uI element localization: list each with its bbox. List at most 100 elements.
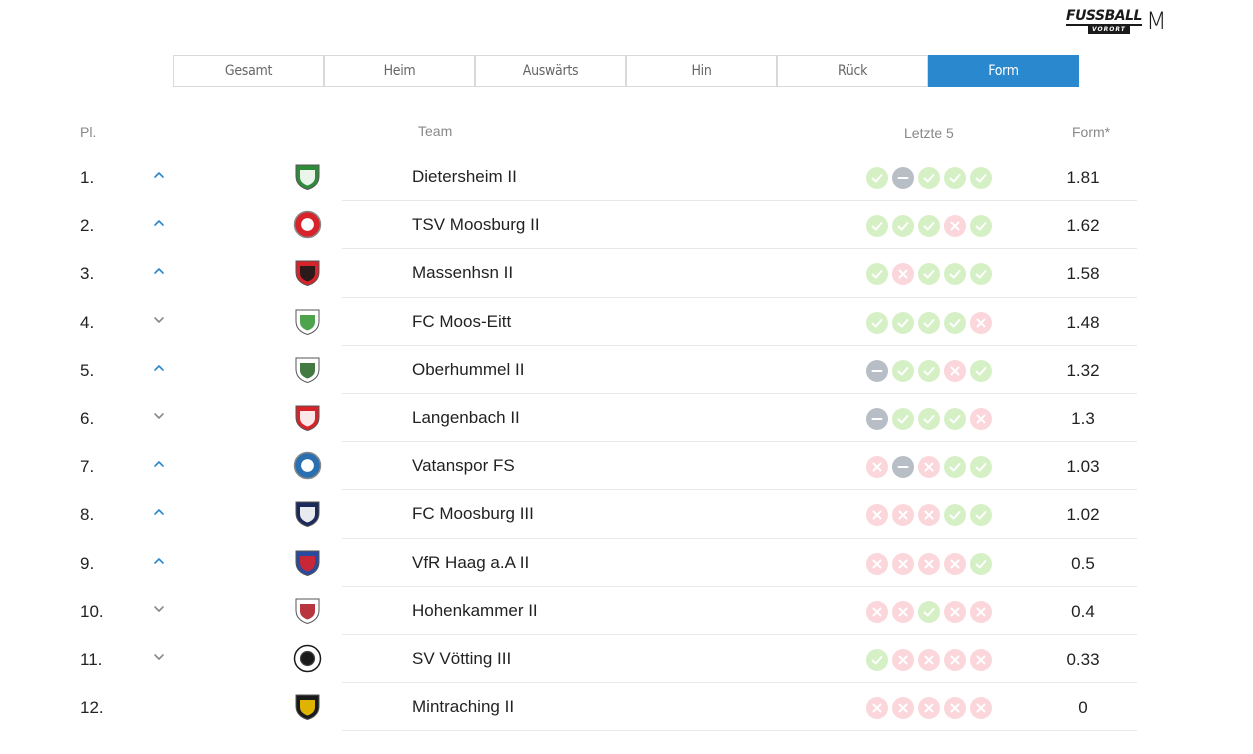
row-divider xyxy=(342,296,1137,298)
team-name[interactable]: Dietersheim II xyxy=(412,167,517,186)
win-check-icon xyxy=(944,311,966,334)
rank-cell: 9. xyxy=(80,553,95,573)
last-five-results xyxy=(866,648,996,671)
standings-table: 1. Dietersheim II 1.81 2. TSV Moosburg II 1.6… xyxy=(0,153,1253,732)
tab-hin[interactable]: Hin xyxy=(626,55,777,87)
loss-x-icon xyxy=(918,456,940,479)
draw-dash-icon xyxy=(866,407,888,430)
loss-x-icon xyxy=(970,311,992,334)
team-name[interactable]: Hohenkammer II xyxy=(412,600,538,620)
team-crest-icon xyxy=(293,210,322,239)
tab-rueck[interactable]: Rück xyxy=(777,55,928,87)
team-crest-icon xyxy=(293,162,322,191)
loss-x-icon xyxy=(866,697,888,720)
team-name[interactable]: Langenbach II xyxy=(412,407,520,427)
rank-cell: 10. xyxy=(80,601,104,621)
team-crest-icon xyxy=(293,403,322,432)
logo-main-text: FUSSBALL xyxy=(1066,8,1142,26)
form-value: 0.33 xyxy=(1066,649,1100,669)
win-check-icon xyxy=(892,359,914,382)
trend-down-icon xyxy=(151,408,167,424)
win-check-icon xyxy=(970,215,992,238)
team-name[interactable]: Massenhsn II xyxy=(412,263,514,283)
trend-none-icon xyxy=(151,697,167,713)
team-name[interactable]: Oberhummel II xyxy=(412,359,525,379)
trend-up-icon xyxy=(151,553,167,569)
table-row[interactable]: 1. Dietersheim II 1.81 xyxy=(0,153,1253,202)
row-divider xyxy=(342,489,1137,491)
team-name[interactable]: FC Moosburg III xyxy=(412,504,534,524)
loss-x-icon xyxy=(970,407,992,430)
rank-cell: 8. xyxy=(80,505,95,525)
table-row[interactable]: 2. TSV Moosburg II 1.62 xyxy=(0,201,1253,250)
win-check-icon xyxy=(892,407,914,430)
trend-up-icon xyxy=(151,263,167,279)
row-divider xyxy=(342,344,1137,346)
tab-auswaerts[interactable]: Auswärts xyxy=(475,55,626,87)
form-value: 1.32 xyxy=(1066,360,1100,380)
rank-cell: 6. xyxy=(80,408,95,428)
table-row[interactable]: 4. FC Moos-Eitt 1.48 xyxy=(0,298,1253,346)
last-five-results xyxy=(866,697,996,720)
rank-cell: 5. xyxy=(80,360,95,380)
table-row[interactable]: 6. Langenbach II 1.3 xyxy=(0,394,1253,443)
win-check-icon xyxy=(892,215,914,238)
win-check-icon xyxy=(918,311,940,334)
table-row[interactable]: 7. Vatanspor FS 1.03 xyxy=(0,442,1253,491)
table-row[interactable]: 11. SV Vötting III 0.33 xyxy=(0,635,1253,684)
column-header-form[interactable]: Form* xyxy=(1072,124,1111,140)
win-check-icon xyxy=(970,359,992,382)
form-value: 0.4 xyxy=(1071,601,1095,621)
row-divider xyxy=(342,730,1137,732)
win-check-icon xyxy=(944,456,966,479)
loss-x-icon xyxy=(944,600,966,623)
win-check-icon xyxy=(866,311,888,334)
form-value: 1.62 xyxy=(1066,216,1100,236)
table-row[interactable]: 10. Hohenkammer II 0.4 xyxy=(0,587,1253,635)
column-header-place: Pl. xyxy=(80,124,97,140)
team-name[interactable]: Mintraching II xyxy=(412,697,515,717)
row-divider xyxy=(342,392,1137,394)
column-header-team: Team xyxy=(418,123,453,139)
form-value: 0.5 xyxy=(1071,553,1095,573)
tab-heim[interactable]: Heim xyxy=(324,55,475,87)
team-crest-icon xyxy=(293,307,322,336)
row-divider xyxy=(342,585,1137,587)
last-five-results xyxy=(866,456,996,479)
rank-cell: 4. xyxy=(80,312,95,332)
table-row[interactable]: 12. Mintraching II 0 xyxy=(0,683,1253,732)
table-row[interactable]: 3. Massenhsn II 1.58 xyxy=(0,249,1253,298)
rank-cell: 2. xyxy=(80,216,95,236)
tab-form[interactable]: Form xyxy=(928,55,1079,87)
trend-down-icon xyxy=(151,312,167,328)
form-value: 1.3 xyxy=(1071,408,1095,428)
form-value: 1.48 xyxy=(1066,312,1100,332)
last-five-results xyxy=(866,552,996,575)
last-five-results xyxy=(866,600,996,623)
tab-gesamt[interactable]: Gesamt xyxy=(173,55,324,87)
win-check-icon xyxy=(918,215,940,238)
team-name[interactable]: SV Vötting III xyxy=(412,648,512,668)
loss-x-icon xyxy=(944,215,966,238)
rank-cell: 12. xyxy=(80,698,104,718)
loss-x-icon xyxy=(944,359,966,382)
win-check-icon xyxy=(866,648,888,671)
fussball-vorort-logo[interactable]: FUSSBALL VORORT M xyxy=(1066,9,1167,34)
win-check-icon xyxy=(970,456,992,479)
win-check-icon xyxy=(944,504,966,527)
win-check-icon xyxy=(918,359,940,382)
table-row[interactable]: 9. VfR Haag a.A II 0.5 xyxy=(0,539,1253,587)
team-name[interactable]: FC Moos-Eitt xyxy=(412,311,512,331)
team-name[interactable]: Vatanspor FS xyxy=(412,456,515,476)
loss-x-icon xyxy=(970,600,992,623)
team-name[interactable]: VfR Haag a.A II xyxy=(412,552,530,572)
table-row[interactable]: 8. FC Moosburg III 1.02 xyxy=(0,490,1253,539)
team-crest-icon xyxy=(293,644,322,673)
loss-x-icon xyxy=(970,648,992,671)
team-crest-icon xyxy=(293,596,322,625)
table-row[interactable]: 5. Oberhummel II 1.32 xyxy=(0,346,1253,394)
loss-x-icon xyxy=(866,456,888,479)
last-five-results xyxy=(866,504,996,527)
row-divider xyxy=(342,441,1137,443)
team-name[interactable]: TSV Moosburg II xyxy=(412,215,540,235)
